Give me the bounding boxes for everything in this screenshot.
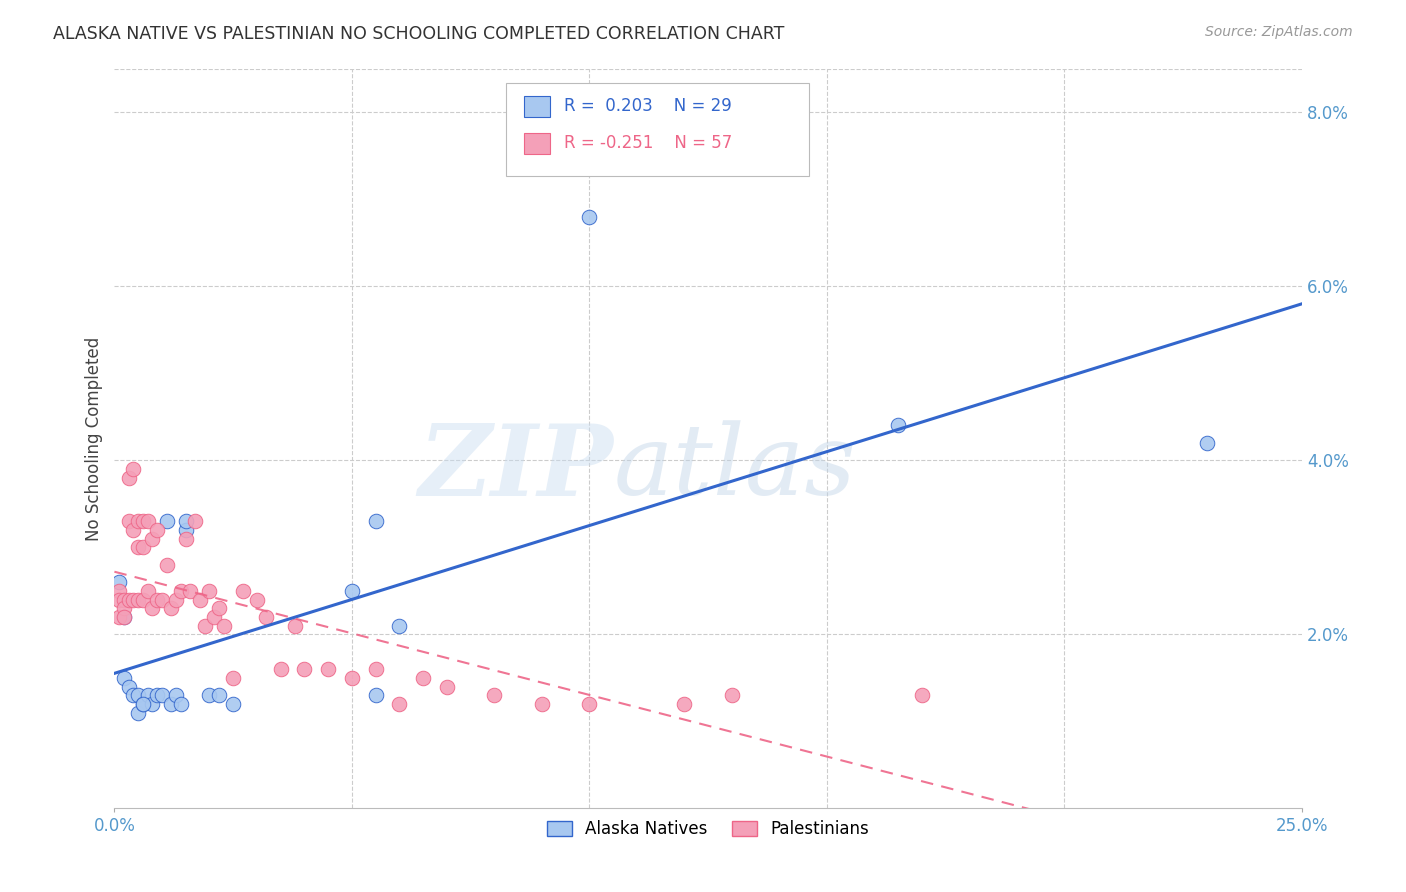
Point <box>484 688 506 702</box>
Point <box>122 462 145 476</box>
Text: atlas: atlas <box>613 420 856 516</box>
Point <box>316 662 339 676</box>
Point <box>530 697 553 711</box>
Point <box>232 583 254 598</box>
Point <box>132 697 155 711</box>
Point <box>188 592 211 607</box>
Point <box>108 575 131 590</box>
Point <box>108 583 131 598</box>
Point <box>160 697 183 711</box>
Point <box>212 618 235 632</box>
Point <box>156 558 179 572</box>
Legend: Alaska Natives, Palestinians: Alaska Natives, Palestinians <box>540 814 876 845</box>
Point <box>179 583 201 598</box>
Point <box>146 523 169 537</box>
Point <box>122 592 145 607</box>
Point <box>165 688 187 702</box>
Point <box>174 532 197 546</box>
Point <box>112 671 135 685</box>
Point <box>127 688 149 702</box>
Point <box>108 610 131 624</box>
Point <box>132 592 155 607</box>
Point <box>246 592 269 607</box>
Point <box>136 514 159 528</box>
Point <box>165 592 187 607</box>
Point <box>132 697 155 711</box>
Point <box>198 583 221 598</box>
Point <box>132 514 155 528</box>
Point <box>170 583 193 598</box>
Point <box>150 592 173 607</box>
Point <box>118 514 141 528</box>
Point <box>127 541 149 555</box>
Point <box>1195 435 1218 450</box>
Point <box>136 583 159 598</box>
Point <box>270 662 292 676</box>
Point <box>146 592 169 607</box>
Point <box>136 688 159 702</box>
Point <box>284 618 307 632</box>
Point <box>127 514 149 528</box>
Point <box>122 688 145 702</box>
Text: R = -0.251    N = 57: R = -0.251 N = 57 <box>564 135 733 153</box>
Text: R =  0.203    N = 29: R = 0.203 N = 29 <box>564 97 733 115</box>
Point <box>141 532 163 546</box>
Point <box>146 688 169 702</box>
Point <box>222 697 245 711</box>
Point <box>673 697 696 711</box>
Point <box>364 662 387 676</box>
Point <box>222 671 245 685</box>
Point <box>174 514 197 528</box>
Point <box>340 671 363 685</box>
Point <box>118 680 141 694</box>
Point <box>198 688 221 702</box>
FancyBboxPatch shape <box>524 133 550 153</box>
Point <box>118 592 141 607</box>
Point <box>294 662 316 676</box>
Point <box>160 601 183 615</box>
Point <box>412 671 434 685</box>
Point <box>112 601 135 615</box>
Point <box>364 514 387 528</box>
Point <box>127 706 149 720</box>
Point <box>911 688 934 702</box>
Point <box>202 610 225 624</box>
Text: ALASKA NATIVE VS PALESTINIAN NO SCHOOLING COMPLETED CORRELATION CHART: ALASKA NATIVE VS PALESTINIAN NO SCHOOLIN… <box>53 25 785 43</box>
Text: Source: ZipAtlas.com: Source: ZipAtlas.com <box>1205 25 1353 39</box>
Text: ZIP: ZIP <box>418 420 613 516</box>
Y-axis label: No Schooling Completed: No Schooling Completed <box>86 336 103 541</box>
Point <box>108 592 131 607</box>
Point <box>578 210 600 224</box>
Point <box>112 610 135 624</box>
Point <box>127 592 149 607</box>
Point <box>184 514 207 528</box>
FancyBboxPatch shape <box>506 83 808 176</box>
Point <box>170 697 193 711</box>
Point <box>578 697 600 711</box>
Point <box>388 618 411 632</box>
Point <box>364 688 387 702</box>
Point <box>122 523 145 537</box>
Point <box>156 514 179 528</box>
Point <box>254 610 277 624</box>
Point <box>721 688 744 702</box>
Point <box>150 688 173 702</box>
Point <box>141 697 163 711</box>
Point <box>340 583 363 598</box>
Point <box>141 601 163 615</box>
Point <box>436 680 458 694</box>
Point <box>194 618 217 632</box>
Point <box>118 470 141 484</box>
Point <box>388 697 411 711</box>
Point <box>132 541 155 555</box>
Point <box>208 601 231 615</box>
Point <box>174 523 197 537</box>
Point <box>887 418 910 433</box>
Point <box>112 610 135 624</box>
Point <box>208 688 231 702</box>
Point <box>112 592 135 607</box>
FancyBboxPatch shape <box>524 96 550 117</box>
